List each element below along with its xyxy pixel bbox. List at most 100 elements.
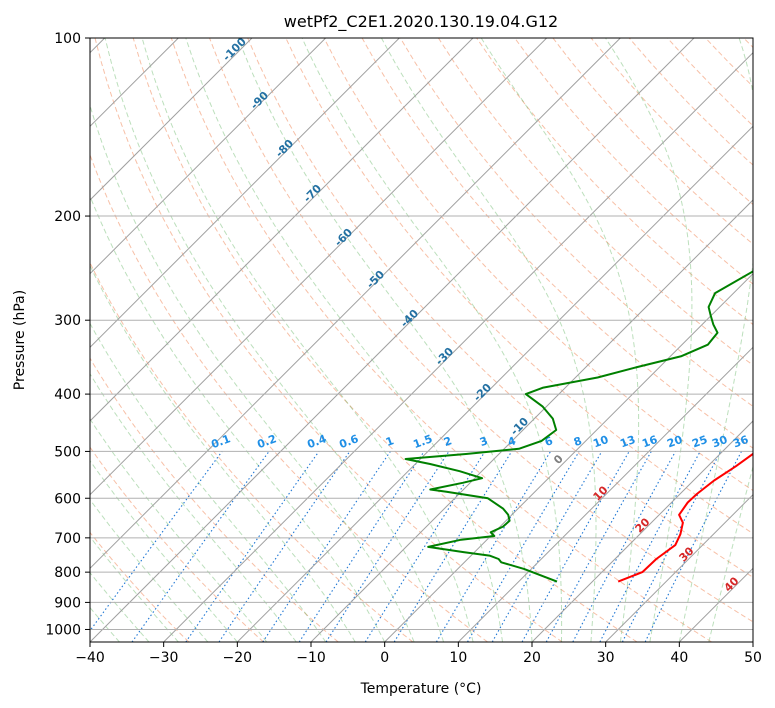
x-tick-label: 20 (523, 650, 541, 666)
dry-adiabat-line (323, 38, 753, 492)
dry-adiabat-label: 10 (591, 483, 611, 503)
dry-adiabat-label: -20 (471, 381, 494, 404)
mixing-ratio-label: 0.6 (337, 432, 360, 451)
mixing-ratio-line (90, 451, 223, 632)
plot-frame (89, 37, 754, 643)
temperature-line (617, 452, 753, 583)
isotherm-line (90, 38, 253, 201)
mixing-ratio-label: 4 (506, 434, 518, 449)
isotherm-line (236, 125, 753, 642)
x-tick-label: −30 (149, 650, 179, 666)
mixing-ratio-label: 16 (640, 433, 659, 451)
moist-adiabat-line (104, 38, 445, 642)
y-axis-ticks: 100 200 300 400 500 600 700 800 900 1000 (45, 31, 90, 638)
mixing-ratio-label: 20 (665, 433, 684, 451)
isotherm-line (90, 38, 695, 642)
mixing-ratio-line (185, 451, 320, 642)
mixing-ratio-line (572, 451, 676, 642)
moist-adiabat-line (708, 464, 753, 642)
mixing-ratio-line (644, 451, 742, 642)
grid-lines (90, 38, 753, 642)
y-tick-label: 600 (54, 491, 81, 507)
dry-adiabat-label: -100 (220, 35, 249, 64)
moist-adiabat-line (90, 418, 268, 642)
isotherm-line (384, 272, 753, 642)
moist-adiabat-line (141, 38, 474, 642)
x-axis-label: Temperature (°C) (360, 681, 482, 697)
line-labels: -100-90-80-70-60-50-40-30-20-10010203040… (209, 35, 750, 595)
dry-adiabat-line (94, 38, 563, 642)
mixing-ratio-label: 6 (543, 434, 555, 449)
dry-adiabat-line (132, 38, 638, 642)
x-tick-label: −20 (223, 650, 253, 666)
mixing-ratio-label: 0.2 (255, 432, 278, 451)
dry-adiabat-label: -80 (273, 137, 296, 160)
mixing-ratio-line (218, 451, 351, 642)
mixing-ratio-line (521, 451, 630, 642)
y-tick-label: 100 (54, 31, 81, 47)
dry-adiabat-label: -70 (301, 182, 324, 205)
moist-adiabat-line (90, 498, 209, 642)
chart-title: wetPf2_C2E1.2020.130.19.04.G12 (284, 12, 558, 32)
mixing-ratio-label: 25 (690, 433, 709, 450)
dry-adiabat-line (90, 531, 190, 642)
mixing-ratio-label: 36 (731, 433, 750, 451)
mixing-ratio-line (298, 451, 425, 642)
y-tick-label: 700 (54, 531, 81, 547)
dry-adiabat-line (170, 38, 712, 642)
y-tick-label: 1000 (45, 622, 81, 638)
moist-adiabat-line (380, 38, 597, 642)
mixing-ratio-line (393, 451, 513, 642)
mixing-ratio-label: 10 (591, 433, 610, 451)
series-lines (404, 270, 753, 583)
mixing-ratio-label: 30 (710, 433, 729, 451)
y-tick-label: 200 (54, 209, 81, 225)
x-tick-label: 10 (449, 650, 467, 666)
dry-adiabat-line (90, 446, 264, 642)
mixing-ratio-label: 1 (384, 434, 396, 449)
isotherm-line (90, 38, 474, 422)
mixing-ratio-label: 0.4 (305, 432, 328, 451)
dry-adiabat-line (514, 38, 753, 285)
isotherm-line (90, 38, 548, 496)
dry-adiabat-line (437, 38, 753, 366)
isotherm-line (531, 420, 753, 642)
moist-adiabat-line (605, 38, 693, 642)
dry-adiabat-label: -60 (332, 226, 355, 249)
y-tick-label: 800 (54, 565, 81, 581)
dry-adiabat-line (90, 153, 488, 642)
mixing-ratio-label: 3 (478, 434, 490, 449)
moist-adiabat-line (90, 372, 297, 642)
y-tick-label: 900 (54, 595, 81, 611)
x-tick-label: 50 (744, 650, 762, 666)
moist-adiabat-line (185, 38, 503, 642)
moist-adiabat-line (237, 38, 533, 642)
dry-adiabat-label: -30 (433, 345, 456, 368)
moist-adiabat-line (678, 38, 753, 642)
mixing-ratio-label: 8 (572, 434, 584, 449)
dry-adiabat-label: 0 (551, 452, 566, 467)
dry-adiabat-line (90, 357, 339, 642)
x-tick-label: −10 (296, 650, 326, 666)
y-tick-label: 300 (54, 313, 81, 329)
mixing-ratio-line (262, 451, 391, 642)
x-tick-label: 30 (597, 650, 615, 666)
dewpoint-line (404, 270, 753, 583)
mixing-ratio-line (545, 451, 652, 642)
background-lines (90, 38, 753, 642)
moist-adiabat-line (90, 103, 415, 642)
moist-adiabat-line (90, 459, 238, 642)
isotherm-line (163, 51, 753, 642)
x-axis-ticks: −40 −30 −20 −10 0 10 20 30 40 50 (75, 642, 762, 666)
isotherm-line (90, 38, 400, 349)
dry-adiabat-label: -90 (248, 89, 271, 112)
dry-adiabat-line (705, 38, 753, 88)
mixing-ratio-label: 0.1 (209, 432, 232, 451)
isotherm-line (310, 199, 753, 642)
mixing-ratio-line (467, 451, 580, 642)
mixing-ratio-label: 1.5 (411, 432, 434, 451)
x-tick-label: 40 (670, 650, 688, 666)
dry-adiabat-line (399, 38, 753, 408)
y-tick-label: 500 (54, 444, 81, 460)
